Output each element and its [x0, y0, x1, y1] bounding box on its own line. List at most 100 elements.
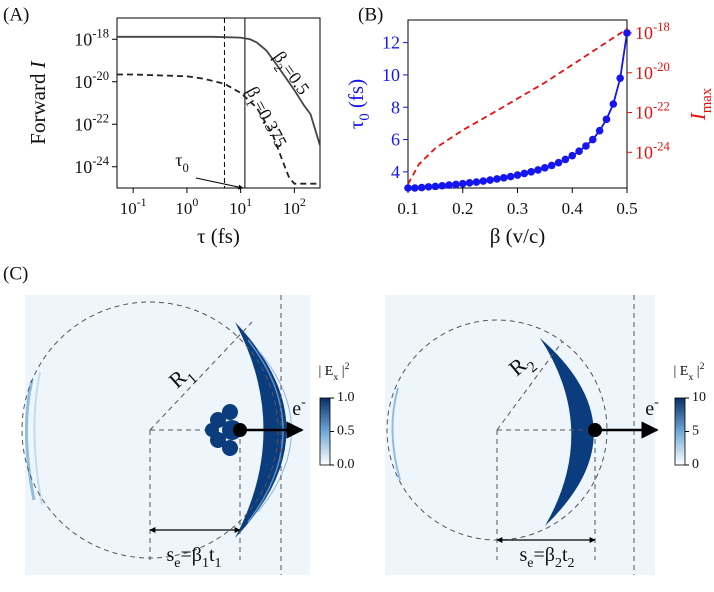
text-part: 1 [246, 195, 252, 209]
text-part: 10 [229, 199, 246, 218]
x-tick-label: 0.2 [452, 199, 473, 218]
colorbar-title: | Ex |2 [674, 361, 705, 383]
colorbar-tick-label: 10 [692, 390, 706, 405]
text-part: 10 [635, 63, 653, 83]
point [417, 183, 426, 192]
text-part: x [688, 372, 693, 383]
text-part: I [26, 60, 50, 69]
point [472, 178, 481, 186]
text-part: =β [180, 544, 201, 566]
text-part: (fs) [344, 79, 368, 113]
x-axis-label: τ (fs) [197, 224, 240, 248]
x-tick-label: 0.1 [397, 199, 418, 218]
text-part: 10 [74, 72, 92, 92]
y-tick-label: 10-20 [635, 60, 670, 83]
point [445, 181, 453, 189]
point [452, 180, 460, 189]
text-part: 10 [74, 157, 92, 177]
point [588, 135, 597, 144]
text-part: I [686, 112, 710, 121]
text-part: τ (fs) [197, 224, 240, 248]
y-tick-label: 12 [382, 33, 400, 53]
text-part: 2 [345, 361, 350, 372]
text-part: - [301, 395, 306, 410]
x-tick-label: 0.5 [616, 199, 637, 218]
y-tick-label: 8 [391, 97, 400, 117]
text-part: -24 [653, 139, 670, 153]
x-axis-label: β (v/c) [490, 224, 546, 248]
y-tick-label: 4 [391, 162, 400, 182]
tau-arrow [195, 177, 244, 190]
text-part: =0.375 [250, 97, 291, 151]
series-line [408, 32, 627, 188]
panel-label: (A) [3, 4, 29, 25]
x-tick-label: 0.3 [507, 199, 528, 218]
text-part: 10 [74, 114, 92, 134]
colorbar [674, 397, 686, 466]
text-part: -20 [653, 60, 670, 74]
text-part: | E [319, 364, 334, 379]
text-part: =β [533, 544, 554, 566]
text-part: 10 [283, 199, 300, 218]
x-tick-label: 102 [283, 195, 306, 218]
y-tick-label: 10-20 [74, 69, 109, 92]
text-part: -24 [92, 154, 109, 168]
plot-frame [116, 17, 321, 189]
y-tick-label: 10-24 [74, 154, 109, 177]
text-part: e [292, 398, 301, 420]
text-part: -18 [92, 26, 109, 40]
text-part: e [645, 398, 654, 420]
text-part: Forward [26, 68, 50, 144]
point [575, 147, 583, 155]
point [493, 175, 501, 183]
field-image-1 [21, 295, 310, 575]
point [479, 177, 488, 185]
text-part: -1 [137, 195, 147, 209]
point [623, 29, 631, 37]
text-part: τ [175, 150, 182, 170]
point [506, 172, 515, 181]
text-part: | E [674, 364, 689, 379]
text-part: 10 [74, 29, 92, 49]
colorbar-tick-label: 0.0 [337, 457, 355, 472]
y-tick-label: 10 [382, 65, 400, 85]
text-part: x [333, 372, 338, 383]
x-tick-label: 0.4 [562, 199, 584, 218]
text-part: 1 [202, 556, 209, 571]
text-part: 2 [555, 556, 562, 571]
y-axis-label: Forward I [26, 60, 50, 144]
text-part: -22 [653, 99, 670, 113]
text-part: -22 [92, 111, 109, 125]
annotation: β1=0.375 [238, 83, 291, 153]
text-part: t [562, 544, 568, 566]
point [561, 155, 570, 164]
text-part: -18 [653, 20, 670, 34]
y-tick-label: 6 [391, 130, 400, 150]
point [602, 115, 611, 124]
y2-axis-label: Imax [686, 87, 714, 121]
plot-frame [407, 19, 628, 189]
point [595, 126, 604, 135]
text-part: 10 [175, 199, 192, 218]
text-part: 10 [635, 142, 653, 162]
point [513, 171, 522, 179]
text-part: | [338, 364, 344, 379]
series-line [117, 35, 320, 146]
point [520, 169, 529, 178]
text-part: e [174, 556, 180, 571]
text-part: 0 [357, 113, 373, 120]
text-part: s [519, 544, 527, 566]
point [616, 74, 624, 82]
x-tick-label: 10-1 [120, 195, 147, 218]
colorbar-tick-label: 0 [692, 457, 699, 472]
x-tick-label: 101 [229, 195, 252, 218]
point [411, 184, 419, 192]
text-part: 2 [300, 195, 306, 209]
y-tick-label: 10-18 [74, 26, 109, 49]
point [404, 184, 412, 192]
text-part: -20 [92, 69, 109, 83]
y-axis-label: τ0 (fs) [344, 79, 374, 129]
point [438, 181, 447, 190]
distance-label: se=β1t1 [166, 544, 221, 571]
